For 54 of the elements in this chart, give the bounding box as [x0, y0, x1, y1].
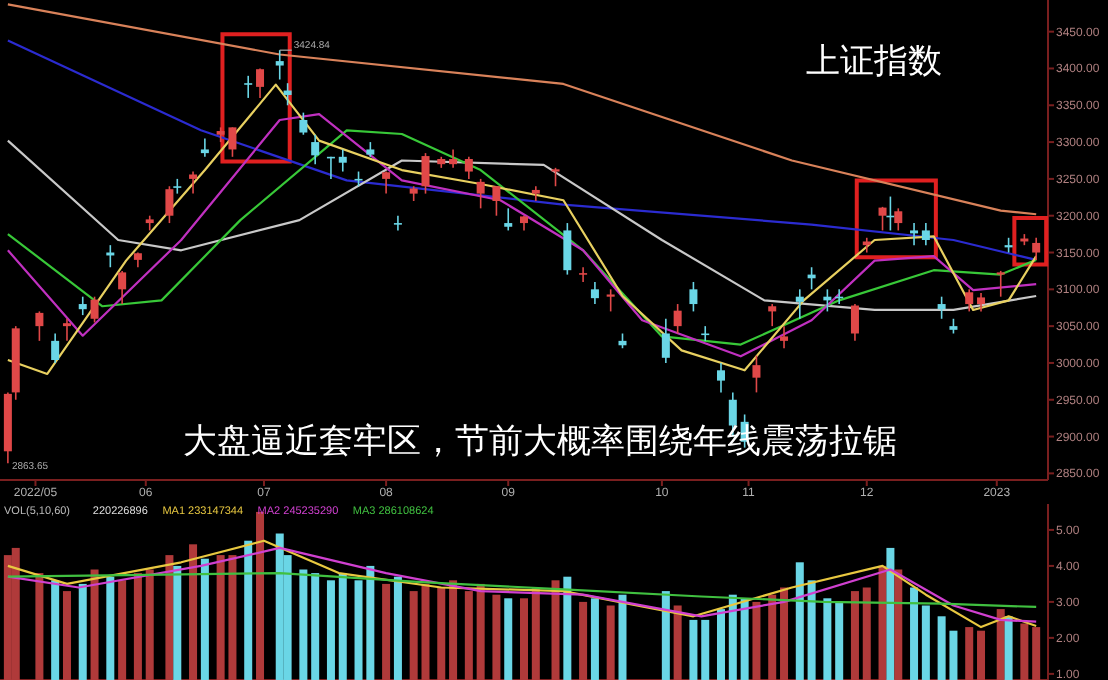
candlestick: [996, 270, 1005, 298]
candlestick: [476, 178, 485, 210]
candlestick: [965, 288, 974, 313]
candlestick: [492, 185, 501, 217]
annotation: 大盘逼近套牢区，节前大概率围绕年线震荡拉锯: [183, 422, 897, 460]
candlestick: [283, 82, 292, 107]
candlestick: [937, 295, 946, 320]
candlestick: [275, 49, 284, 81]
text: 上证指数: [806, 42, 942, 80]
candlestick: [921, 222, 930, 246]
candlestick: [173, 178, 182, 195]
candlestick: [35, 310, 44, 342]
candlestick: [118, 270, 127, 305]
candlestick: [90, 295, 99, 324]
candlestick: [504, 207, 513, 232]
candlestick: [795, 288, 804, 320]
candlestick: [299, 111, 308, 136]
candlestick: [311, 133, 320, 165]
candlestick: [78, 295, 87, 316]
line-series: [6, 572, 1038, 609]
candlestick: [661, 317, 670, 364]
candlestick: [200, 137, 209, 158]
candlestick: [449, 148, 458, 169]
candlestick: [189, 170, 198, 195]
candlestick: [768, 303, 777, 327]
candlestick: [165, 185, 174, 224]
candlestick: [563, 222, 572, 276]
candlestick: [244, 75, 253, 99]
candlestick: [606, 288, 615, 313]
candlestick: [878, 206, 887, 232]
candlestick: [421, 152, 430, 195]
candlestick: [850, 303, 859, 342]
candlestick: [256, 67, 265, 99]
line-series: [6, 139, 1038, 312]
candlestick: [1032, 236, 1041, 261]
candlestick: [338, 148, 347, 173]
candlestick: [579, 266, 588, 283]
candlestick: [701, 325, 710, 342]
candlestick: [689, 281, 698, 313]
candlestick: [551, 167, 560, 188]
candlestick: [752, 354, 761, 394]
candlestick: [780, 325, 789, 350]
candlestick: [62, 317, 71, 342]
candlestick: [590, 281, 599, 305]
candlestick: [977, 292, 986, 313]
candlestick: [862, 236, 871, 254]
candlestick: [51, 332, 60, 364]
candlestick: [464, 156, 473, 180]
candlestick: [673, 303, 682, 335]
candlestick: [894, 207, 903, 232]
candlestick: [910, 222, 919, 246]
candlestick: [716, 362, 725, 394]
candlestick: [531, 185, 540, 202]
candlestick: [393, 214, 402, 232]
